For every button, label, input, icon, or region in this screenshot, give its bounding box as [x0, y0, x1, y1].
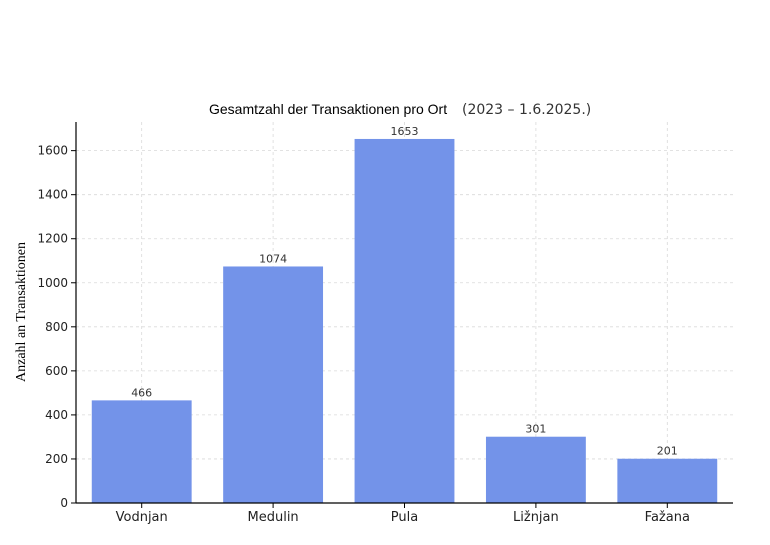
x-tick-label: Medulin — [248, 510, 299, 525]
chart-title: Gesamtzahl der Transaktionen pro Ort — [209, 101, 447, 117]
x-tick-label: Pula — [391, 510, 418, 525]
bar-pula — [354, 138, 455, 503]
x-tick-label: Ližnjan — [513, 510, 559, 525]
y-tick-label: 1600 — [37, 144, 68, 158]
data-label: 1653 — [391, 125, 419, 138]
bar-ližnjan — [485, 436, 586, 503]
y-tick-label: 400 — [45, 408, 68, 422]
bar-fažana — [617, 458, 718, 503]
y-axis-label: Anzahl an Transaktionen — [14, 242, 29, 382]
data-label: 201 — [657, 445, 678, 458]
y-tick-label: 0 — [60, 496, 68, 510]
bar-medulin — [223, 266, 324, 503]
axes: 0 200 400 600 800 1000 1200 1400 1600 Vodnjan Medu… — [37, 122, 733, 525]
data-label: 301 — [525, 423, 546, 436]
x-tick-label: Fažana — [645, 510, 690, 525]
x-tick-label: Vodnjan — [116, 510, 168, 525]
bars: 466 1074 1653 301 201 — [91, 125, 718, 503]
bar-vodnjan — [91, 400, 192, 503]
chart-subtitle: (2023 – 1.6.2025.) — [462, 102, 591, 118]
y-tick-label: 200 — [45, 452, 68, 466]
y-tick-label: 600 — [45, 364, 68, 378]
y-tick-label: 1000 — [37, 276, 68, 290]
y-tick-label: 800 — [45, 320, 68, 334]
y-tick-label: 1400 — [37, 188, 68, 202]
data-label: 466 — [131, 386, 152, 399]
data-label: 1074 — [259, 252, 287, 265]
y-tick-label: 1200 — [37, 232, 68, 246]
